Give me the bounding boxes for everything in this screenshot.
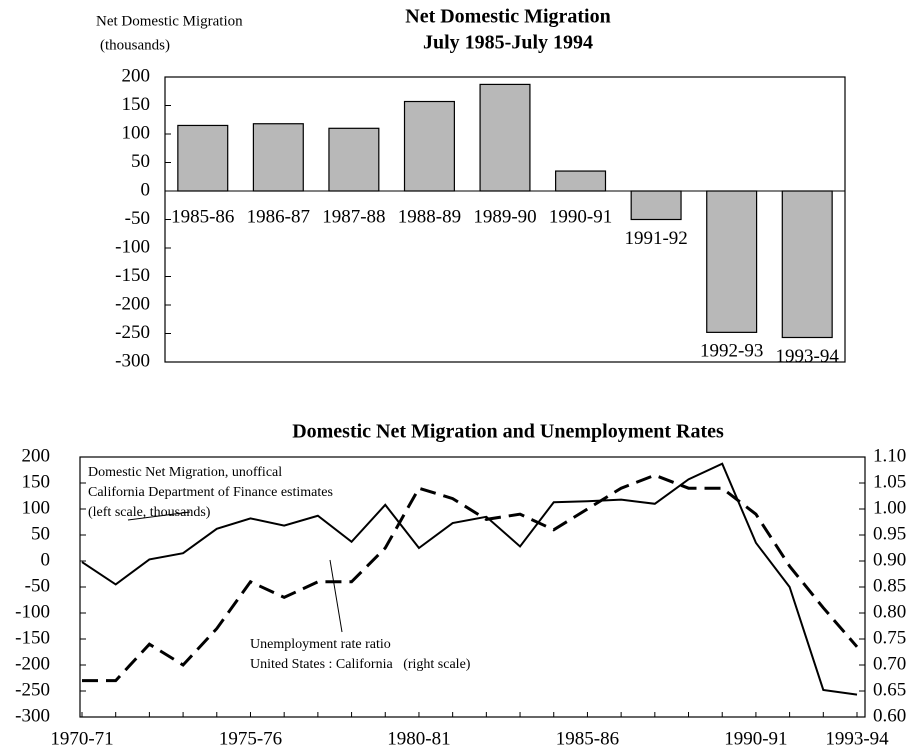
bar xyxy=(479,83,531,192)
chart-title: Domestic Net Migration and Unemployment … xyxy=(292,421,724,443)
y2-tick-label: 0.70 xyxy=(873,653,906,674)
y-tick-label: 200 xyxy=(122,65,151,86)
y-tick-label: 50 xyxy=(131,151,150,172)
annotation: United States : California (right scale) xyxy=(250,657,471,672)
y-tick-label: 100 xyxy=(22,497,51,518)
y-tick-label: -300 xyxy=(115,350,150,371)
bar xyxy=(252,123,304,192)
y-tick-label: -250 xyxy=(115,322,150,343)
x-tick-label: 1992-93 xyxy=(700,341,763,362)
x-tick-label: 1990-91 xyxy=(724,728,787,747)
y-tick-label: -50 xyxy=(125,208,150,229)
y-tick-label: -200 xyxy=(15,653,50,674)
series-line xyxy=(81,462,858,696)
y-tick-label: -100 xyxy=(15,601,50,622)
x-tick-label: 1985-86 xyxy=(556,728,619,747)
annotation: California Department of Finance estimat… xyxy=(88,485,333,500)
y-tick-label: 0 xyxy=(41,549,51,570)
y2-tick-label: 0.75 xyxy=(873,627,906,648)
y-tick-label: -200 xyxy=(115,293,150,314)
y-tick-label: -150 xyxy=(15,627,50,648)
x-tick-label: 1975-76 xyxy=(219,728,282,747)
annotation: (left scale, thousands) xyxy=(88,505,211,520)
y2-tick-label: 1.10 xyxy=(873,445,906,466)
y2-tick-label: 0.80 xyxy=(873,601,906,622)
bar xyxy=(630,190,682,221)
leader-line xyxy=(127,511,191,521)
x-tick-label: 1993-94 xyxy=(825,728,889,747)
x-tick-label: 1985-86 xyxy=(171,206,234,227)
bar xyxy=(706,190,758,333)
annotation: Unemployment rate ratio xyxy=(250,637,391,652)
y2-tick-label: 0.95 xyxy=(873,523,906,544)
y2-tick-label: 0.85 xyxy=(873,575,906,596)
y-tick-label: -300 xyxy=(15,705,50,726)
y-tick-label: 100 xyxy=(122,122,151,143)
y-tick-label: -150 xyxy=(115,265,150,286)
series-line xyxy=(82,473,859,683)
x-tick-label: 1980-81 xyxy=(387,728,450,747)
x-tick-label: 1990-91 xyxy=(549,206,612,227)
x-tick-label: 1970-71 xyxy=(50,728,113,747)
bar xyxy=(555,170,607,192)
y-tick-label: 50 xyxy=(31,523,50,544)
x-tick-label: 1989-90 xyxy=(473,206,536,227)
x-tick-label: 1987-88 xyxy=(322,206,385,227)
annotation: Domestic Net Migration, unoffical xyxy=(88,465,282,480)
x-tick-label: 1993-94 xyxy=(776,346,840,367)
y-axis-label: Net Domestic Migration xyxy=(96,13,243,29)
y-tick-label: 150 xyxy=(22,471,51,492)
bar xyxy=(328,127,380,192)
y-axis-label: (thousands) xyxy=(100,37,170,53)
y-tick-label: 200 xyxy=(22,445,51,466)
chart-subtitle: July 1985-July 1994 xyxy=(423,32,593,54)
y-tick-label: 0 xyxy=(141,179,151,200)
y2-tick-label: 1.05 xyxy=(873,471,906,492)
chart-title: Net Domestic Migration xyxy=(405,6,611,28)
bar xyxy=(177,124,229,192)
y-tick-label: -50 xyxy=(25,575,50,596)
x-tick-label: 1988-89 xyxy=(398,206,461,227)
y-tick-label: 150 xyxy=(122,94,151,115)
y-tick-label: -100 xyxy=(115,236,150,257)
y-tick-label: -250 xyxy=(15,679,50,700)
bar xyxy=(403,100,455,192)
x-tick-label: 1986-87 xyxy=(247,206,310,227)
x-tick-label: 1991-92 xyxy=(624,228,687,249)
y2-tick-label: 1.00 xyxy=(873,497,906,518)
y2-tick-label: 0.60 xyxy=(873,705,906,726)
y2-tick-label: 0.90 xyxy=(873,549,906,570)
leader-line xyxy=(329,559,343,633)
y2-tick-label: 0.65 xyxy=(873,679,906,700)
bar xyxy=(781,190,833,339)
